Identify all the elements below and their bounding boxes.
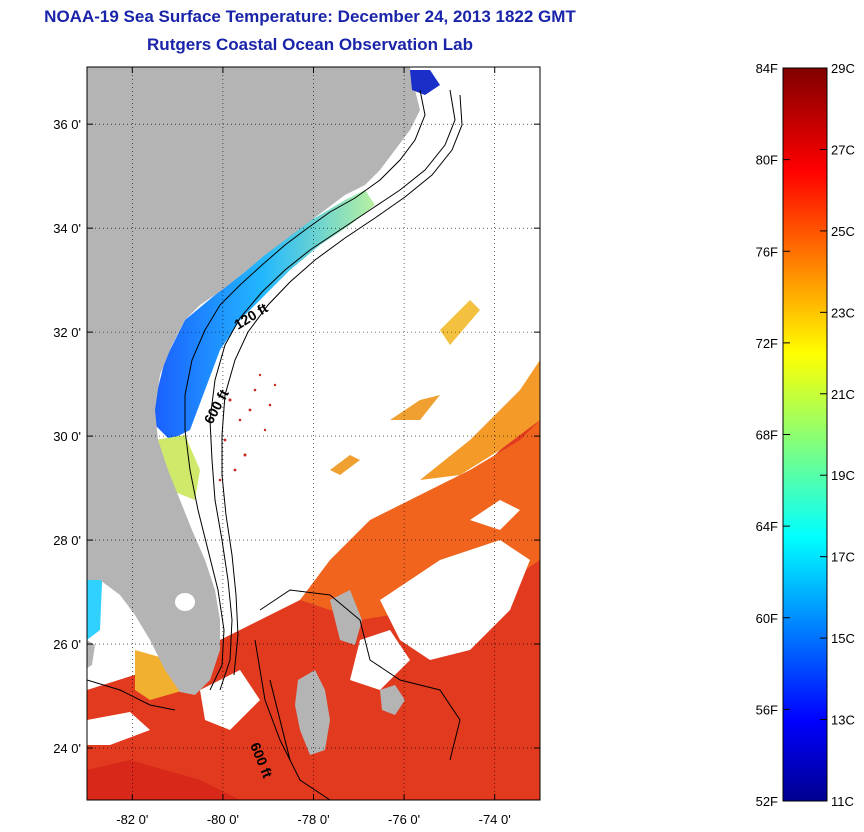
lat-tick-label: 28 0' [53,533,81,548]
colorbar-ticks: 84F 80F 76F 72F 68F 64F 60F 56F 52F 29C 27C 25C 23C 2… [756,61,855,809]
colorbar-label-c: 23C [831,305,855,320]
map-title: NOAA-19 Sea Surface Temperature: Decembe… [44,7,576,26]
colorbar-label-f: 52F [756,794,778,809]
colorbar-label-c: 21C [831,387,855,402]
lat-tick-label: 24 0' [53,741,81,756]
colorbar-label-f: 80F [756,153,778,168]
land-cuba-fragment [87,640,95,668]
lon-tick-label: -74 0' [479,812,511,827]
lat-tick-label: 36 0' [53,117,81,132]
sst-speckle [218,373,277,482]
land-bahamas-andros [295,670,330,755]
lon-tick-label: -80 0' [207,812,239,827]
colorbar-label-c: 27C [831,142,855,157]
map-field: 120 ft 600 ft 600 ft [87,67,540,800]
colorbar-label-f: 56F [756,702,778,717]
colorbar-label-c: 29C [831,61,855,76]
colorbar-label-c: 19C [831,468,855,483]
sst-cold-spot [410,70,440,95]
axis-ticks: 24 0' 26 0' 28 0' 30 0' 32 0' 34 0' 36 0' -82 0… [53,67,540,827]
lat-tick-label: 30 0' [53,429,81,444]
lat-tick-label: 32 0' [53,325,81,340]
colorbar-label-f: 76F [756,244,778,259]
colorbar-label-f: 72F [756,336,778,351]
land-bahamas-abaco [330,590,362,645]
colorbar-label-f: 60F [756,611,778,626]
lon-tick-label: -76 0' [388,812,420,827]
isobath-contours [87,89,463,800]
lake-okeechobee [175,593,195,611]
colorbar-label-c: 15C [831,631,855,646]
colorbar: 84F 80F 76F 72F 68F 64F 60F 56F 52F 29C 27C 25C 23C 2… [756,61,855,809]
colorbar-label-c: 11C [831,794,854,809]
lat-tick-label: 26 0' [53,637,81,652]
colorbar-label-c: 13C [831,713,855,728]
colorbar-label-f: 64F [756,519,778,534]
lat-tick-label: 34 0' [53,221,81,236]
colorbar-label-f: 68F [756,428,778,443]
map-subtitle: Rutgers Coastal Ocean Observation Lab [147,35,473,54]
land-bahamas-eleuthera [380,685,405,715]
colorbar-label-c: 25C [831,224,855,239]
lon-tick-label: -78 0' [297,812,329,827]
land-us-coast [87,67,420,695]
colorbar-label-c: 17C [831,550,855,565]
colorbar-label-f: 84F [756,61,778,76]
colorbar-gradient [782,67,828,802]
lon-tick-label: -82 0' [116,812,148,827]
